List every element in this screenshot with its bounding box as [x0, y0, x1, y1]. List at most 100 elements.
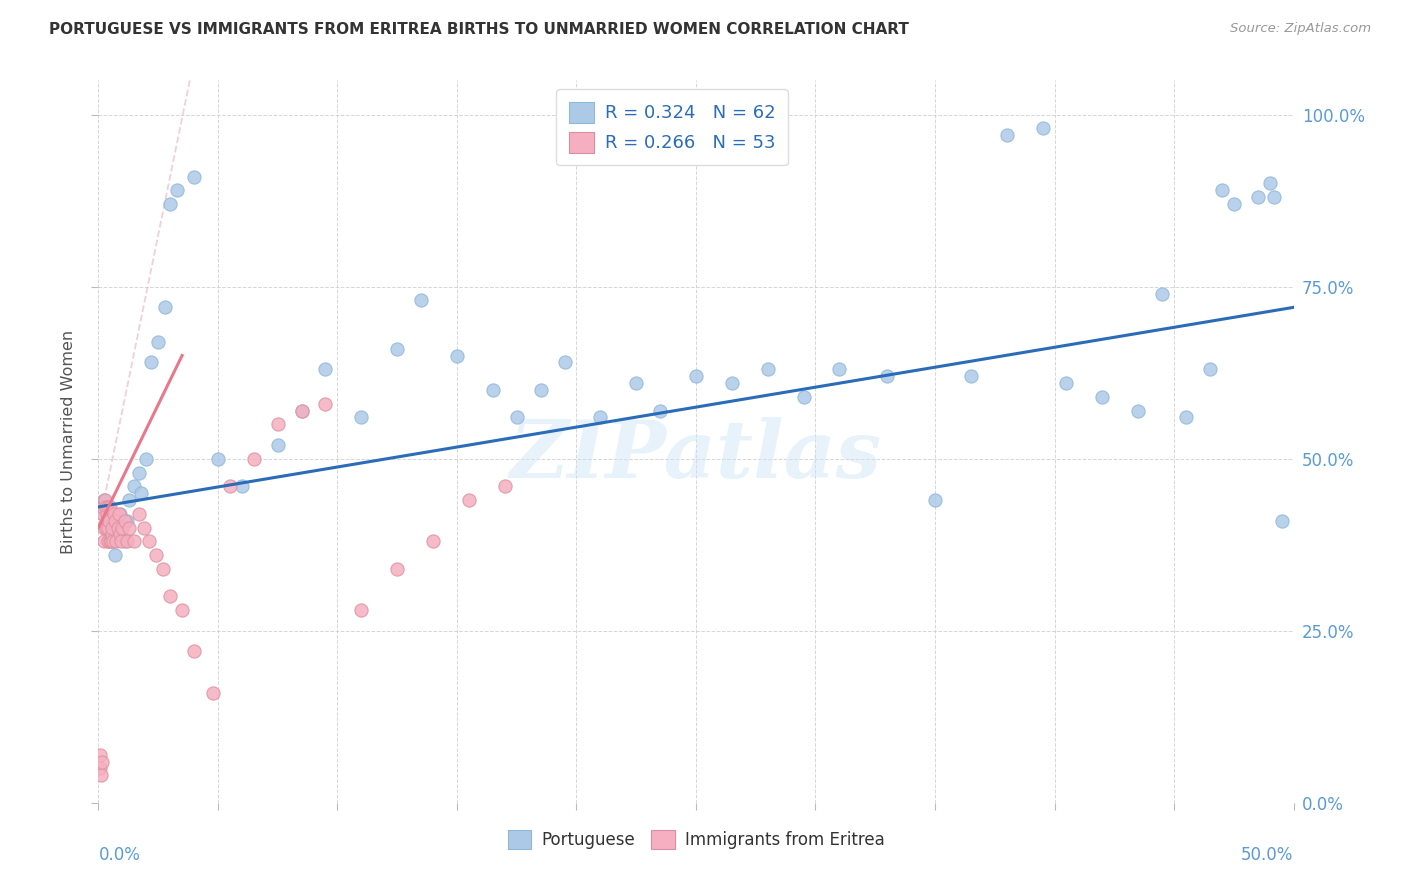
Point: [98, 534, 121, 549]
Point: [98, 500, 122, 514]
Point: [114, 514, 136, 528]
Point: [118, 493, 141, 508]
Point: [202, 686, 225, 700]
Point: [138, 534, 160, 549]
Point: [166, 183, 188, 197]
Point: [350, 603, 373, 617]
Point: [107, 527, 129, 541]
Legend: Portuguese, Immigrants from Eritrea: Portuguese, Immigrants from Eritrea: [501, 823, 891, 856]
Point: [231, 479, 253, 493]
Point: [101, 520, 124, 534]
Point: [685, 369, 707, 384]
Point: [97, 520, 120, 534]
Point: [291, 403, 314, 417]
Point: [315, 397, 337, 411]
Point: [100, 534, 122, 549]
Point: [94, 500, 117, 514]
Point: [90, 768, 112, 782]
Point: [793, 390, 815, 404]
Point: [108, 527, 131, 541]
Point: [1128, 403, 1150, 417]
Point: [128, 507, 150, 521]
Point: [97, 534, 120, 549]
Point: [103, 507, 125, 521]
Point: [243, 451, 266, 466]
Point: [1152, 286, 1174, 301]
Point: [183, 169, 205, 184]
Point: [1032, 121, 1054, 136]
Point: [1091, 390, 1114, 404]
Point: [107, 507, 129, 521]
Point: [650, 403, 672, 417]
Text: 50.0%: 50.0%: [1241, 847, 1294, 864]
Point: [315, 362, 337, 376]
Text: 0.0%: 0.0%: [98, 847, 141, 864]
Point: [1056, 376, 1078, 390]
Point: [219, 479, 242, 493]
Point: [1263, 190, 1285, 204]
Point: [995, 128, 1018, 143]
Point: [554, 355, 576, 369]
Point: [148, 334, 170, 349]
Point: [104, 548, 127, 562]
Point: [159, 197, 181, 211]
Point: [207, 451, 229, 466]
Point: [98, 514, 121, 528]
Point: [89, 747, 111, 762]
Point: [1247, 190, 1270, 204]
Point: [458, 493, 481, 508]
Point: [101, 534, 124, 549]
Point: [1271, 514, 1294, 528]
Point: [267, 417, 290, 432]
Point: [756, 362, 779, 376]
Point: [111, 520, 134, 534]
Point: [101, 534, 124, 549]
Point: [93, 534, 115, 549]
Point: [97, 500, 120, 514]
Point: [267, 438, 290, 452]
Point: [108, 507, 131, 521]
Point: [128, 466, 150, 480]
Point: [111, 520, 134, 534]
Point: [110, 534, 132, 549]
Point: [94, 520, 117, 534]
Point: [152, 562, 174, 576]
Point: [172, 603, 194, 617]
Point: [91, 507, 114, 521]
Point: [530, 383, 553, 397]
Point: [124, 534, 146, 549]
Point: [94, 520, 117, 534]
Point: [118, 520, 141, 534]
Point: [91, 500, 114, 514]
Point: [385, 562, 409, 576]
Point: [1175, 410, 1198, 425]
Point: [155, 301, 177, 315]
Point: [104, 514, 127, 528]
Point: [350, 410, 373, 425]
Text: PORTUGUESE VS IMMIGRANTS FROM ERITREA BIRTHS TO UNMARRIED WOMEN CORRELATION CHAR: PORTUGUESE VS IMMIGRANTS FROM ERITREA BI…: [49, 22, 910, 37]
Point: [506, 410, 529, 425]
Point: [96, 534, 118, 549]
Point: [139, 355, 162, 369]
Point: [924, 493, 946, 508]
Point: [494, 479, 516, 493]
Point: [422, 534, 444, 549]
Point: [446, 349, 468, 363]
Point: [183, 644, 205, 658]
Point: [124, 479, 146, 493]
Point: [93, 520, 115, 534]
Point: [960, 369, 983, 384]
Point: [98, 507, 122, 521]
Point: [1199, 362, 1222, 376]
Point: [626, 376, 648, 390]
Point: [1223, 197, 1246, 211]
Point: [91, 507, 114, 521]
Point: [135, 451, 157, 466]
Point: [482, 383, 505, 397]
Point: [385, 342, 409, 356]
Point: [114, 534, 136, 549]
Point: [89, 761, 111, 775]
Point: [131, 486, 153, 500]
Point: [91, 755, 114, 769]
Point: [93, 493, 115, 508]
